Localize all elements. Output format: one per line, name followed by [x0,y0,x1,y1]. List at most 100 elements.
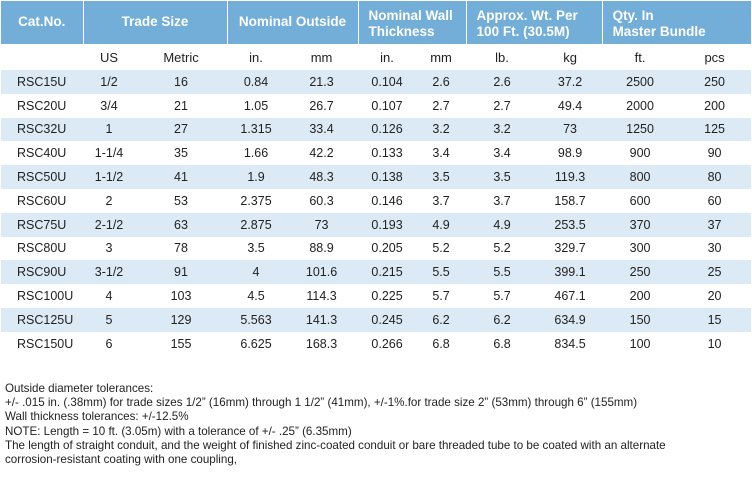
cell-cat-no: RSC50U [1,165,83,189]
header-nominal-wall-line1: Nominal Wall [368,8,453,23]
cell-qty-pcs: 10 [707,336,722,351]
note-line: Outside diameter tolerances: [5,382,154,395]
cell-cat-no: RSC150U [17,336,74,351]
cell-wall-in: 0.266 [371,336,403,351]
cell-wall-mm: 6.2 [416,307,467,332]
table-row: RSC150U 6 155 6.625 168.3 0.266 6.8 6.8 834.5 100… [1,332,751,356]
cell-outside-mm: 101.6 [285,260,359,285]
header-nominal-wall-line2: Thickness [368,24,435,39]
cell-qty-pcs: 250 [678,70,752,94]
cell-qty-ft: 800 [602,165,679,189]
cell-wall-mm: 4.9 [416,212,467,237]
cell-weight-kg: 49.4 [557,98,583,113]
cell-weight-lb: 3.4 [493,146,511,161]
table-row: RSC125U 5 129 5.563 141.3 0.245 6.2 6.2 634.9 150… [1,307,752,332]
header-trade-size: Trade Size [83,1,228,44]
cell-trade-size-metric: 91 [135,260,228,285]
note-line: corrosion-resistant coating with one cou… [5,453,237,467]
cell-outside-in: 6.625 [240,336,272,351]
conduit-spec-table: Cat.No. Trade Size Nominal Outside Nomin… [1,1,752,356]
cell-trade-size-metric: 129 [135,307,228,332]
cell-wall-mm: 5.5 [416,260,467,285]
table-row: RSC90U 3-1/2 91 4 101.6 0.215 5.5 5.5 399.1 250 25 [1,260,752,285]
cell-wall-in: 0.107 [371,98,403,113]
cell-wall-in: 0.215 [358,260,417,285]
cell-qty-pcs: 30 [707,241,722,256]
cell-qty-ft: 370 [602,212,679,237]
cell-wall-in: 0.138 [358,165,417,189]
unit-subheader-row: US Metric in. mm in. mm lb. kg ft. pcs [1,44,751,70]
cell-weight-kg: 634.9 [538,307,603,332]
cell-weight-kg: 399.1 [538,260,603,285]
cell-weight-lb: 5.7 [493,289,511,304]
cell-qty-pcs: 125 [678,117,752,142]
cell-outside-mm: 73 [285,212,359,237]
cell-trade-size-us: 5 [83,307,135,332]
cell-weight-lb: 6.2 [466,307,539,332]
cell-weight-kg: 73 [538,117,603,142]
cell-trade-size-us: 4 [105,289,113,304]
cell-qty-ft: 600 [629,193,651,208]
cell-wall-mm: 6.8 [432,336,450,351]
cell-outside-mm: 88.9 [309,241,334,256]
cell-wall-in: 0.133 [371,146,403,161]
cell-outside-in: 0.84 [227,70,286,94]
cell-qty-pcs: 15 [678,307,752,332]
cell-trade-size-us: 2-1/2 [83,212,135,237]
cell-qty-ft: 100 [629,336,651,351]
cell-trade-size-us: 3-1/2 [83,260,135,285]
header-nominal-wall: Nominal Wall Thickness [358,1,467,44]
cell-outside-in: 4.5 [247,289,265,304]
cell-weight-kg: 37.2 [538,70,603,94]
cell-wall-mm: 3.2 [416,117,467,142]
cell-outside-in: 5.563 [227,307,286,332]
cell-wall-mm: 3.4 [432,146,450,161]
cell-weight-lb: 2.6 [466,70,539,94]
cell-cat-no: RSC90U [1,260,83,285]
cell-outside-mm: 168.3 [305,336,338,351]
cell-outside-mm: 48.3 [285,165,359,189]
cell-outside-mm: 60.3 [309,193,334,208]
cell-trade-size-metric: 53 [174,193,188,208]
cell-qty-pcs: 25 [678,260,752,285]
subheader-wall-in: in. [380,49,394,65]
cell-trade-size-us: 6 [105,336,113,351]
cell-cat-no: RSC100U [17,289,74,304]
cell-qty-pcs: 80 [678,165,752,189]
cell-qty-ft: 250 [602,260,679,285]
cell-weight-lb: 3.2 [466,117,539,142]
cell-outside-in: 1.315 [227,117,286,142]
table-row: RSC80U 3 78 3.5 88.9 0.205 5.2 5.2 329.7 300 30 [1,237,751,261]
cell-qty-ft: 150 [602,307,679,332]
header-cat-no: Cat.No. [1,1,84,44]
cell-wall-in: 0.193 [358,212,417,237]
cell-wall-in: 0.146 [371,193,403,208]
cell-weight-lb: 5.2 [493,241,511,256]
header-nominal-outside: Nominal Outside [227,1,359,44]
cell-trade-size-us: 1 [83,117,135,142]
cell-qty-pcs: 37 [678,212,752,237]
cell-outside-mm: 114.3 [306,289,337,304]
cell-outside-mm: 33.4 [285,117,359,142]
cell-trade-size-metric: 155 [170,336,192,351]
header-approx-weight-line1: Approx. Wt. Per [476,8,578,23]
cell-outside-in: 1.9 [227,165,286,189]
cell-cat-no: RSC60U [17,193,67,208]
subheader-weight-kg: kg [563,49,577,65]
cell-outside-in: 1.66 [243,146,269,161]
cell-weight-kg: 834.5 [554,336,586,351]
cell-cat-no: RSC15U [1,70,83,94]
note-line: Wall thickness tolerances: +/-12.5% [5,410,189,424]
cell-outside-mm: 141.3 [285,307,359,332]
subheader-qty-pcs: pcs [704,49,725,65]
cell-wall-in: 0.205 [371,241,403,256]
subheader-us: US [99,49,119,65]
subheader-blank [1,44,83,70]
cell-qty-ft: 200 [629,289,651,304]
cell-weight-kg: 158.7 [554,193,586,208]
header-row: Cat.No. Trade Size Nominal Outside Nomin… [1,1,752,44]
cell-wall-mm: 5.2 [432,241,450,256]
cell-wall-in: 0.225 [371,289,403,304]
cell-cat-no: RSC75U [1,212,83,237]
